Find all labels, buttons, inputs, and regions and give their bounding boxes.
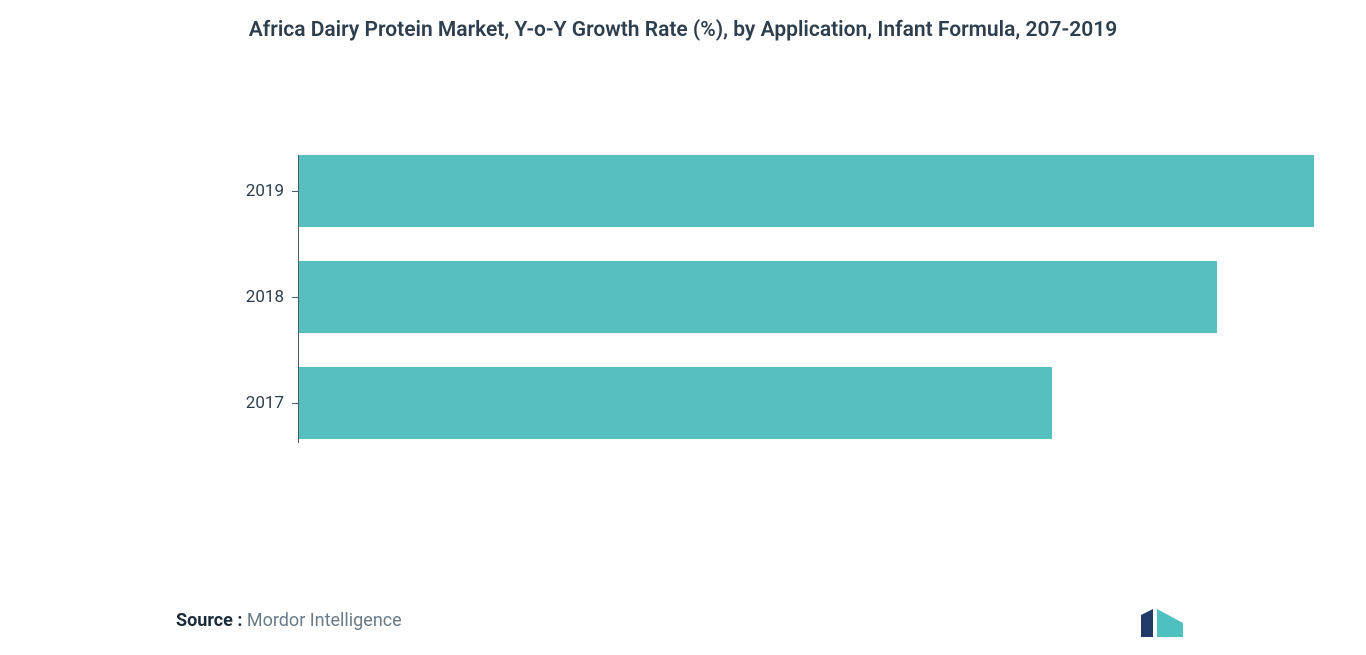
- y-tick-mark: [292, 297, 298, 298]
- y-tick-label: 2018: [246, 287, 298, 307]
- y-tick-label: 2017: [246, 393, 298, 413]
- bar-2017: [299, 367, 1052, 439]
- mordor-logo: [1139, 609, 1183, 637]
- logo-bar-2: [1157, 609, 1183, 637]
- chart-title: Africa Dairy Protein Market, Y-o-Y Growt…: [0, 18, 1366, 42]
- y-tick-mark: [292, 191, 298, 192]
- source-text: Mordor Intelligence: [242, 610, 401, 631]
- source-attribution: Source : Mordor Intelligence: [176, 610, 402, 631]
- y-tick-mark: [292, 403, 298, 404]
- source-label: Source :: [176, 610, 242, 631]
- y-tick-label: 2019: [246, 181, 298, 201]
- chart-plot-area: 2019 2018 2017: [298, 155, 1314, 443]
- bar-2018: [299, 261, 1217, 333]
- logo-bar-1: [1141, 609, 1153, 637]
- bar-2019: [299, 155, 1314, 227]
